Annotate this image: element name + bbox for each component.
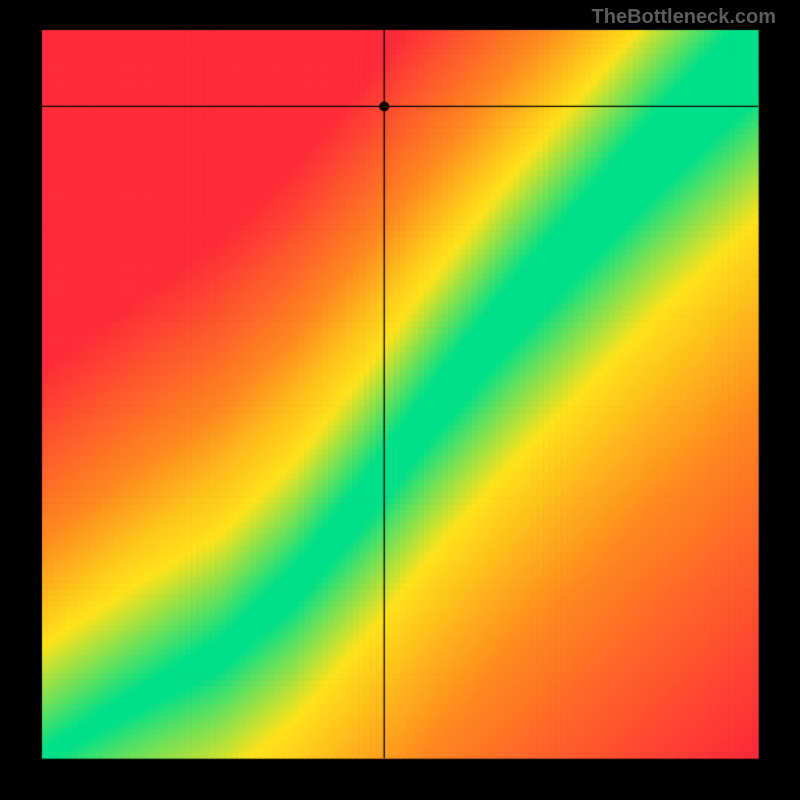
chart-container: TheBottleneck.com	[0, 0, 800, 800]
watermark-text: TheBottleneck.com	[592, 6, 776, 29]
bottleneck-heatmap-canvas	[0, 0, 800, 800]
